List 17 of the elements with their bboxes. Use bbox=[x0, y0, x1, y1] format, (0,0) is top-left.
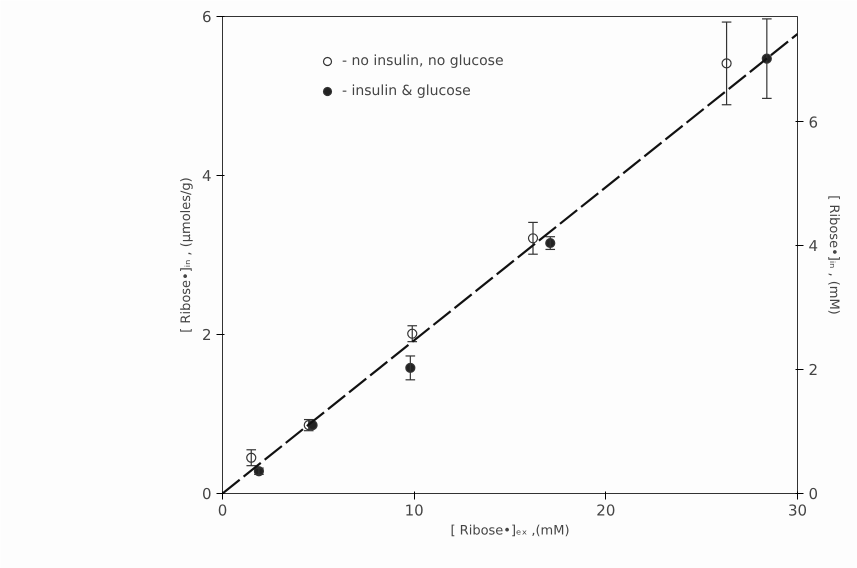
y-tick-label: 4 bbox=[202, 167, 212, 185]
x-tick-label: 20 bbox=[596, 502, 616, 520]
y-axis-title: [ Ribose•]ᵢₙ , (µmoles/g) bbox=[178, 177, 194, 333]
legend-label: - no insulin, no glucose bbox=[342, 53, 505, 69]
legend-label: - insulin & glucose bbox=[342, 83, 472, 99]
y2-tick-label: 0 bbox=[808, 485, 818, 503]
y2-tick-label: 6 bbox=[808, 113, 818, 132]
y-tick-label: 0 bbox=[202, 485, 212, 503]
y-tick-label: 2 bbox=[202, 326, 212, 344]
x-axis-title: [ Ribose•]ₑₓ ,(mM) bbox=[450, 524, 570, 538]
x-tick-label: 30 bbox=[788, 502, 808, 520]
y2-axis-title: [ Ribose•]ᵢₙ , (mM) bbox=[826, 195, 842, 315]
y2-tick-label: 2 bbox=[808, 361, 818, 380]
x-tick-label: 10 bbox=[404, 502, 424, 520]
y2-tick-label: 4 bbox=[808, 237, 818, 256]
y-tick-label: 6 bbox=[202, 8, 212, 26]
x-tick-label: 0 bbox=[218, 502, 228, 520]
